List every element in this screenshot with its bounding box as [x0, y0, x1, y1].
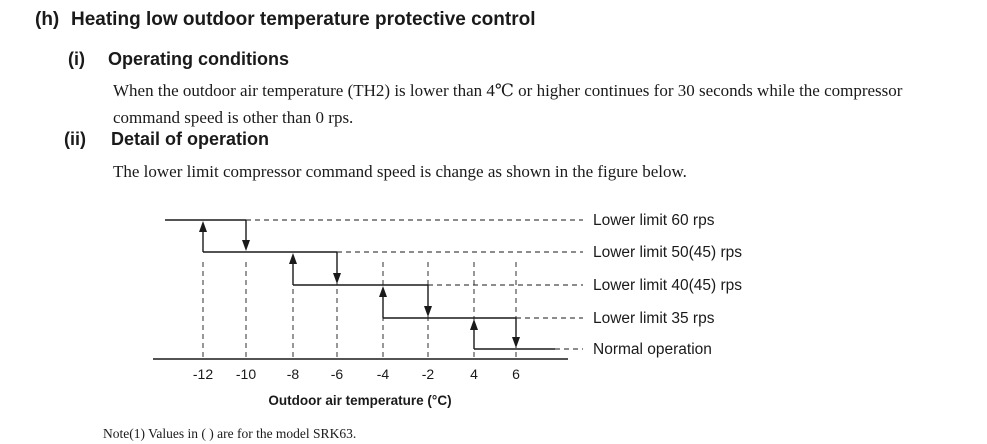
- operating-conditions-line-2: command speed is other than 0 rps.: [113, 108, 354, 127]
- x-tick-label: -4: [377, 366, 390, 382]
- operating-conditions-heading: (i) Operating conditions: [68, 49, 289, 70]
- rise-arrow-head: [199, 221, 207, 232]
- rise-arrow-head: [379, 286, 387, 297]
- fall-arrow-head: [424, 306, 432, 317]
- operating-conditions-text: When the outdoor air temperature (TH2) i…: [113, 77, 902, 131]
- operating-conditions-title: Operating conditions: [108, 49, 290, 69]
- detail-of-operation-label: (ii): [64, 129, 86, 149]
- level-label-4: Lower limit 35 rps: [593, 310, 715, 327]
- fall-arrow-head: [242, 240, 250, 251]
- level-label-3: Lower limit 40(45) rps: [593, 277, 742, 294]
- detail-of-operation-title: Detail of operation: [111, 129, 270, 149]
- rise-arrow-head: [470, 319, 478, 330]
- x-tick-label: 6: [512, 366, 520, 382]
- x-axis-label: Outdoor air temperature (°C): [268, 393, 451, 408]
- x-tick-label: -2: [422, 366, 435, 382]
- detail-of-operation-heading: (ii) Detail of operation: [64, 129, 269, 150]
- fall-arrow-head: [333, 273, 341, 284]
- x-tick-label: -10: [236, 366, 256, 382]
- model-note: Note(1) Values in ( ) are for the model …: [103, 426, 357, 441]
- x-tick-label: -12: [193, 366, 213, 382]
- detail-of-operation-text: The lower limit compressor command speed…: [113, 162, 687, 181]
- section-label: (h): [35, 9, 60, 30]
- level-label-5: Normal operation: [593, 341, 712, 358]
- x-tick-label: -6: [331, 366, 344, 382]
- level-label-2: Lower limit 50(45) rps: [593, 244, 742, 261]
- x-tick-label: 4: [470, 366, 478, 382]
- section-heading: (h) Heating low outdoor temperature prote…: [35, 9, 536, 31]
- operating-conditions-label: (i): [68, 49, 85, 69]
- operating-conditions-line-1: When the outdoor air temperature (TH2) i…: [113, 81, 903, 100]
- level-label-1: Lower limit 60 rps: [593, 212, 715, 229]
- rise-arrow-head: [289, 253, 297, 264]
- x-tick-label: -8: [287, 366, 300, 382]
- fall-arrow-head: [512, 337, 520, 348]
- section-title: Heating low outdoor temperature protecti…: [71, 9, 536, 30]
